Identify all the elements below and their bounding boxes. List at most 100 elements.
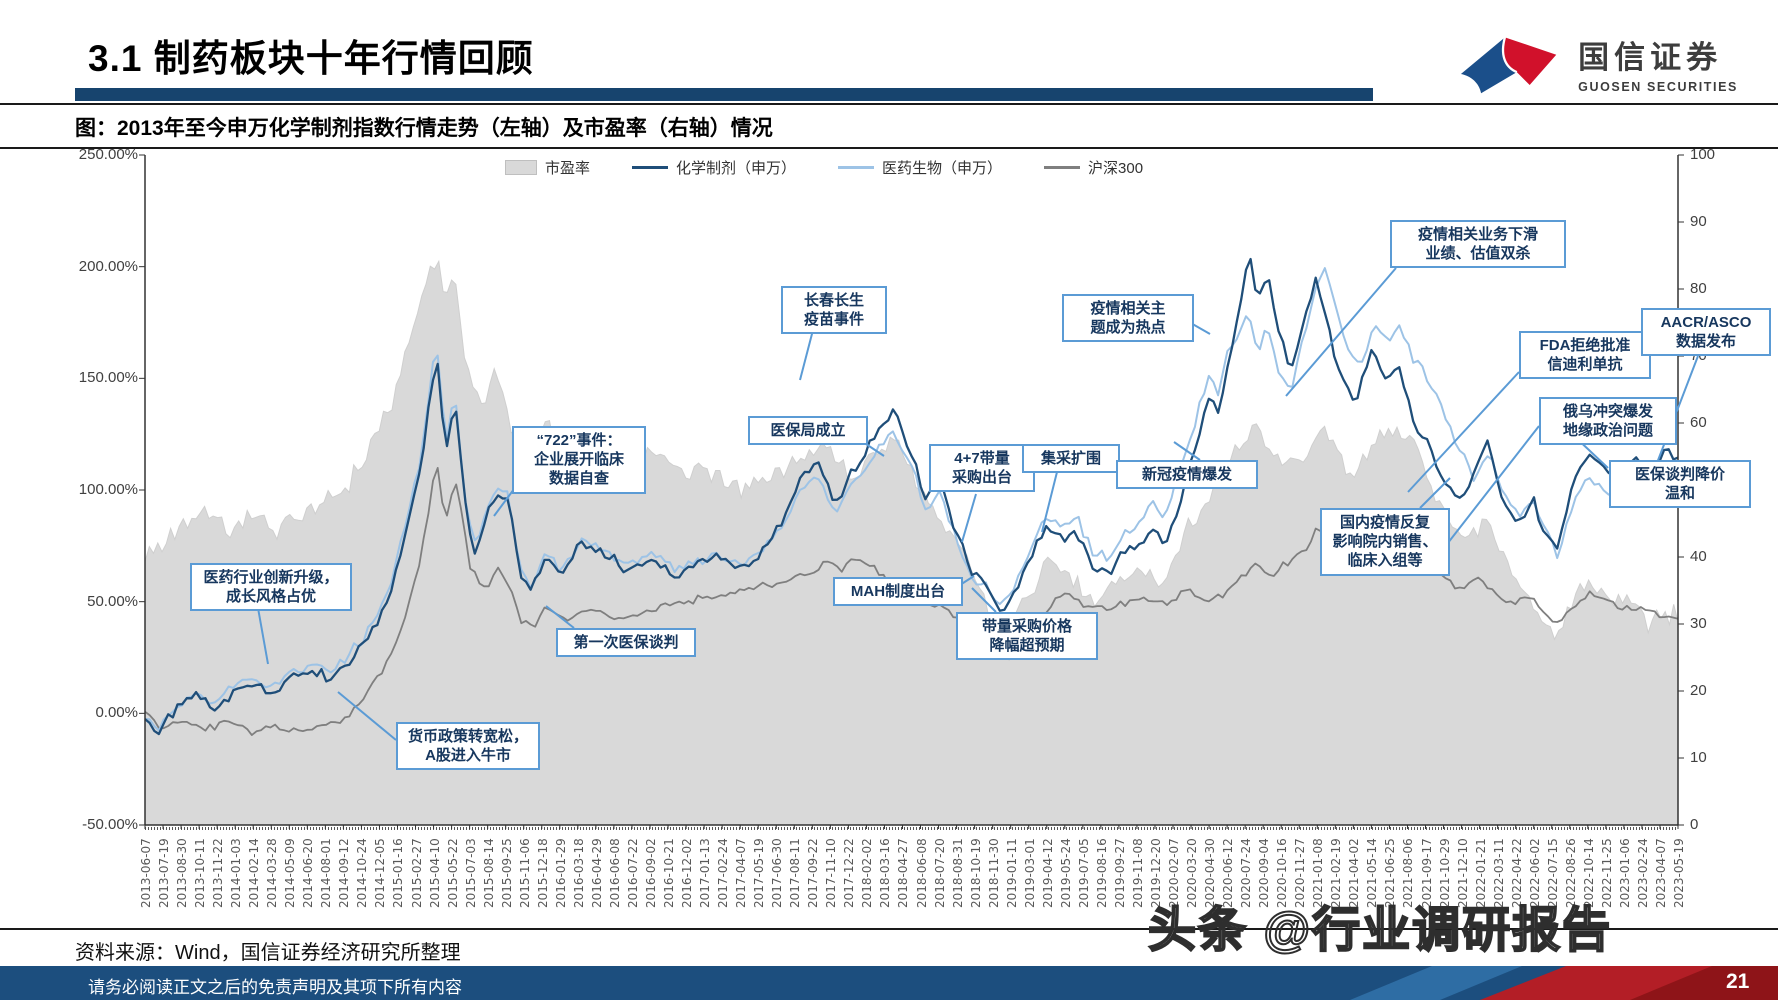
left-axis-tick-label: 100.00% bbox=[78, 481, 138, 498]
x-axis-date-label: 2014-06-20 bbox=[301, 838, 316, 908]
x-axis-date-label: 2013-07-19 bbox=[157, 838, 172, 908]
x-axis-date-label: 2014-12-05 bbox=[373, 838, 388, 908]
annotation-fda-rejection: FDA拒绝批准 信迪利单抗 bbox=[1519, 331, 1651, 380]
x-axis-date-label: 2013-06-07 bbox=[139, 838, 153, 908]
brand-name-en: GUOSEN SECURITIES bbox=[1578, 80, 1738, 94]
right-axis-tick-label: 40 bbox=[1690, 548, 1707, 565]
chemical-line-swatch-icon bbox=[632, 166, 669, 169]
x-axis-date-label: 2023-04-07 bbox=[1653, 838, 1668, 908]
legend-item-chemical: 化学制剂（申万） bbox=[632, 157, 796, 178]
x-axis-date-label: 2019-05-24 bbox=[1058, 838, 1073, 908]
annotation-covid-theme-hot: 疫情相关主 题成为热点 bbox=[1062, 294, 1194, 343]
x-axis-date-label: 2016-03-18 bbox=[571, 838, 586, 908]
x-axis-date-label: 2023-05-19 bbox=[1672, 838, 1686, 908]
x-axis-date-label: 2015-04-10 bbox=[427, 838, 442, 908]
guosen-logo-icon bbox=[1461, 37, 1557, 94]
x-axis-date-label: 2017-09-22 bbox=[806, 838, 821, 908]
biomed-line-swatch-icon bbox=[838, 166, 875, 169]
x-axis-date-label: 2014-09-12 bbox=[337, 838, 352, 908]
annotation-aacr-asco-data: AACR/ASCO 数据发布 bbox=[1641, 308, 1771, 357]
chart-legend: 市盈率 化学制剂（申万） 医药生物（申万） 沪深300 bbox=[505, 157, 1143, 178]
x-axis-date-label: 2018-10-19 bbox=[968, 838, 983, 908]
figure-caption: 图：2013年至今申万化学制剂指数行情走势（左轴）及市盈率（右轴）情况 bbox=[75, 117, 773, 140]
annotation-price-cut-exceeds: 带量采购价格 降幅超预期 bbox=[956, 612, 1098, 661]
watermark-text: 头条 @行业调研报告 bbox=[1147, 903, 1613, 958]
x-axis-date-label: 2014-02-14 bbox=[247, 838, 262, 908]
left-axis-tick-label: 150.00% bbox=[78, 369, 138, 387]
x-axis-date-label: 2019-03-01 bbox=[1022, 838, 1037, 908]
x-axis-date-label: 2019-01-11 bbox=[1004, 838, 1019, 908]
caption-rule bbox=[0, 147, 1778, 149]
hs300-line-swatch-icon bbox=[1044, 166, 1081, 169]
source-note: 资料来源：Wind，国信证券经济研究所整理 bbox=[75, 942, 461, 964]
legend-item-pe: 市盈率 bbox=[505, 157, 590, 178]
x-axis-date-label: 2014-05-09 bbox=[283, 838, 298, 908]
right-axis-tick-label: 10 bbox=[1690, 749, 1707, 766]
annotation-changsheng-vaccine: 长春长生 疫苗事件 bbox=[781, 286, 887, 335]
page-title: 3.1 制药板块十年行情回顾 bbox=[88, 38, 534, 79]
x-axis-date-label: 2016-04-29 bbox=[589, 838, 604, 908]
x-axis-date-label: 2016-10-21 bbox=[662, 838, 677, 908]
x-axis-date-label: 2017-08-11 bbox=[788, 838, 803, 908]
right-axis-tick-label: 30 bbox=[1690, 615, 1707, 632]
annotation-procurement-expansion: 集采扩围 bbox=[1022, 444, 1120, 474]
x-axis-date-label: 2016-01-29 bbox=[553, 838, 568, 908]
annotation-mah-system: MAH制度出台 bbox=[833, 577, 963, 607]
brand-name-cn: 国信证券 bbox=[1578, 40, 1723, 75]
x-axis-date-label: 2014-03-28 bbox=[265, 838, 280, 908]
x-axis-date-label: 2023-01-06 bbox=[1617, 838, 1632, 908]
legend-item-biomed: 医药生物（申万） bbox=[838, 157, 1002, 178]
x-axis-date-label: 2018-06-08 bbox=[914, 838, 929, 908]
x-axis-date-label: 2016-09-02 bbox=[643, 838, 658, 908]
x-axis-date-label: 2017-01-13 bbox=[698, 838, 713, 908]
x-axis-date-label: 2014-10-24 bbox=[355, 838, 370, 908]
title-underline-bar bbox=[75, 88, 1373, 101]
page-number: 21 bbox=[1726, 970, 1750, 993]
footer-rule bbox=[0, 928, 1778, 930]
left-axis-tick-label: -50.00% bbox=[82, 816, 138, 833]
annotation-4plus7-procurement: 4+7带量 采购出台 bbox=[929, 444, 1035, 493]
annotation-first-nrdl-negotiation: 第一次医保谈判 bbox=[556, 628, 696, 658]
legend-label-biomed: 医药生物（申万） bbox=[882, 160, 1003, 177]
x-axis-date-label: 2015-11-06 bbox=[517, 838, 532, 908]
left-axis-labels: 250.00% 200.00% 150.00% 100.00% 50.00% 0.00% -… bbox=[6, 0, 138, 900]
brand-logo-block: 国信证券 GUOSEN SECURITIES bbox=[1444, 30, 1738, 96]
x-axis-date-label: 2019-07-05 bbox=[1076, 838, 1091, 908]
right-axis-tick-label: 80 bbox=[1690, 280, 1707, 297]
annotation-covid-business-decline: 疫情相关业务下滑 业绩、估值双杀 bbox=[1390, 220, 1566, 269]
x-axis-date-label: 2019-09-27 bbox=[1112, 838, 1127, 908]
left-axis-tick-label: 0.00% bbox=[95, 704, 138, 722]
legend-item-hs300: 沪深300 bbox=[1044, 157, 1143, 178]
x-axis-date-label: 2015-05-22 bbox=[445, 838, 460, 908]
x-axis-date-label: 2018-07-20 bbox=[932, 838, 947, 908]
legend-label-chemical: 化学制剂（申万） bbox=[676, 160, 797, 177]
annotation-monetary-easing: 货币政策转宽松， A股进入牛市 bbox=[396, 722, 540, 771]
right-axis-tick-label: 20 bbox=[1690, 682, 1707, 699]
x-axis-date-label: 2018-03-16 bbox=[878, 838, 893, 908]
x-axis-date-label: 2015-09-25 bbox=[499, 838, 514, 908]
x-axis-date-label: 2019-04-12 bbox=[1040, 838, 1055, 908]
left-axis-tick-label: 50.00% bbox=[87, 592, 138, 610]
annotation-domestic-covid-recurrence: 国内疫情反复 影响院内销售、 临床入组等 bbox=[1320, 508, 1450, 576]
disclaimer-text: 请务必阅读正文之后的免责声明及其项下所有内容 bbox=[88, 978, 462, 997]
x-axis-date-label: 2015-12-18 bbox=[535, 838, 550, 908]
right-axis-tick-label: 100 bbox=[1690, 146, 1716, 163]
x-axis-date-label: 2015-07-03 bbox=[463, 838, 478, 908]
x-axis-date-label: 2017-11-10 bbox=[824, 838, 839, 908]
x-axis-date-label: 2016-12-02 bbox=[680, 838, 695, 908]
x-axis-date-label: 2018-02-02 bbox=[860, 838, 875, 908]
x-axis-date-label: 2016-07-22 bbox=[625, 838, 640, 908]
x-axis-date-label: 2013-11-22 bbox=[211, 838, 226, 908]
annotation-russia-ukraine: 俄乌冲突爆发 地缘政治问题 bbox=[1539, 397, 1677, 446]
annotation-innovation-upgrade: 医药行业创新升级， 成长风格占优 bbox=[190, 563, 352, 612]
x-axis-date-label: 2018-11-30 bbox=[986, 838, 1001, 908]
annotation-mild-price-negotiation: 医保谈判降价 温和 bbox=[1609, 460, 1751, 509]
x-axis-date-label: 2019-11-08 bbox=[1130, 838, 1145, 908]
legend-label-pe: 市盈率 bbox=[545, 160, 591, 177]
x-axis-date-label: 2015-02-27 bbox=[409, 838, 424, 908]
x-axis-date-label: 2019-08-16 bbox=[1094, 838, 1109, 908]
x-axis-date-label: 2015-08-14 bbox=[481, 838, 496, 908]
x-axis-date-label: 2017-06-30 bbox=[770, 838, 785, 908]
x-axis-date-label: 2017-12-22 bbox=[842, 838, 857, 908]
legend-label-hs300: 沪深300 bbox=[1088, 160, 1144, 177]
